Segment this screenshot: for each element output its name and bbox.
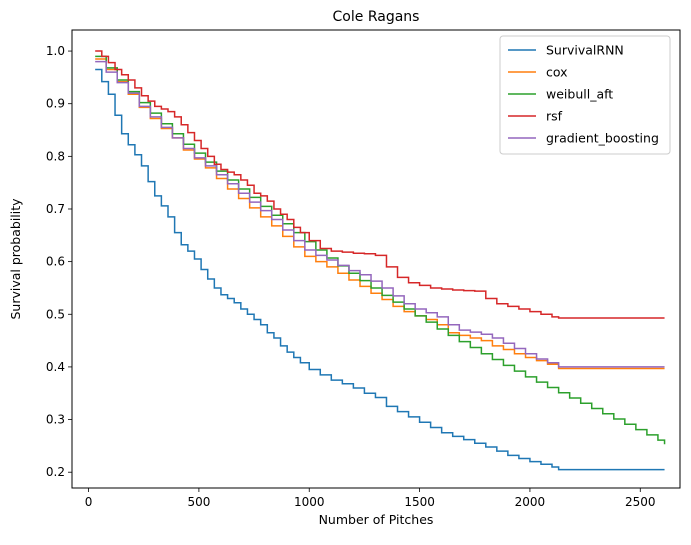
series-line-gradient-boosting bbox=[95, 60, 665, 368]
x-tick-label: 2000 bbox=[515, 495, 546, 509]
series-line-rsf bbox=[95, 50, 665, 319]
y-tick-label: 0.6 bbox=[46, 255, 65, 269]
x-tick-label: 2500 bbox=[625, 495, 656, 509]
x-tick-label: 1000 bbox=[294, 495, 325, 509]
y-tick-label: 0.5 bbox=[46, 307, 65, 321]
y-axis-ticks: 0.2 0.3 0.4 0.5 0.6 0.7 0.8 0.9 1.0 bbox=[46, 44, 72, 479]
chart-title: Cole Ragans bbox=[333, 9, 420, 25]
y-tick-label: 0.3 bbox=[46, 413, 65, 427]
legend-box bbox=[499, 35, 671, 155]
x-axis-ticks: 0 500 1000 1500 2000 2500 bbox=[85, 488, 656, 509]
y-axis-title: Survival probability bbox=[8, 198, 23, 320]
y-tick-label: 0.2 bbox=[46, 465, 65, 479]
series-layer bbox=[95, 50, 666, 471]
y-tick-label: 0.4 bbox=[46, 360, 65, 374]
y-tick-label: 0.7 bbox=[46, 202, 65, 216]
series-line-survivalrnn bbox=[95, 68, 665, 471]
series-line-weibull-aft bbox=[95, 55, 666, 445]
x-tick-label: 500 bbox=[187, 495, 210, 509]
x-tick-label: 1500 bbox=[404, 495, 435, 509]
legend-label: cox bbox=[546, 65, 568, 80]
x-tick-label: 0 bbox=[85, 495, 93, 509]
legend-label: SurvivalRNN bbox=[546, 43, 624, 58]
y-tick-label: 0.8 bbox=[46, 149, 65, 163]
y-tick-label: 0.9 bbox=[46, 97, 65, 111]
legend-label: weibull_aft bbox=[546, 87, 613, 102]
legend-label: gradient_boosting bbox=[546, 131, 659, 146]
y-tick-label: 1.0 bbox=[46, 44, 65, 58]
legend-label: rsf bbox=[546, 109, 563, 124]
plot-frame bbox=[71, 29, 681, 489]
x-axis-title: Number of Pitches bbox=[319, 512, 434, 527]
